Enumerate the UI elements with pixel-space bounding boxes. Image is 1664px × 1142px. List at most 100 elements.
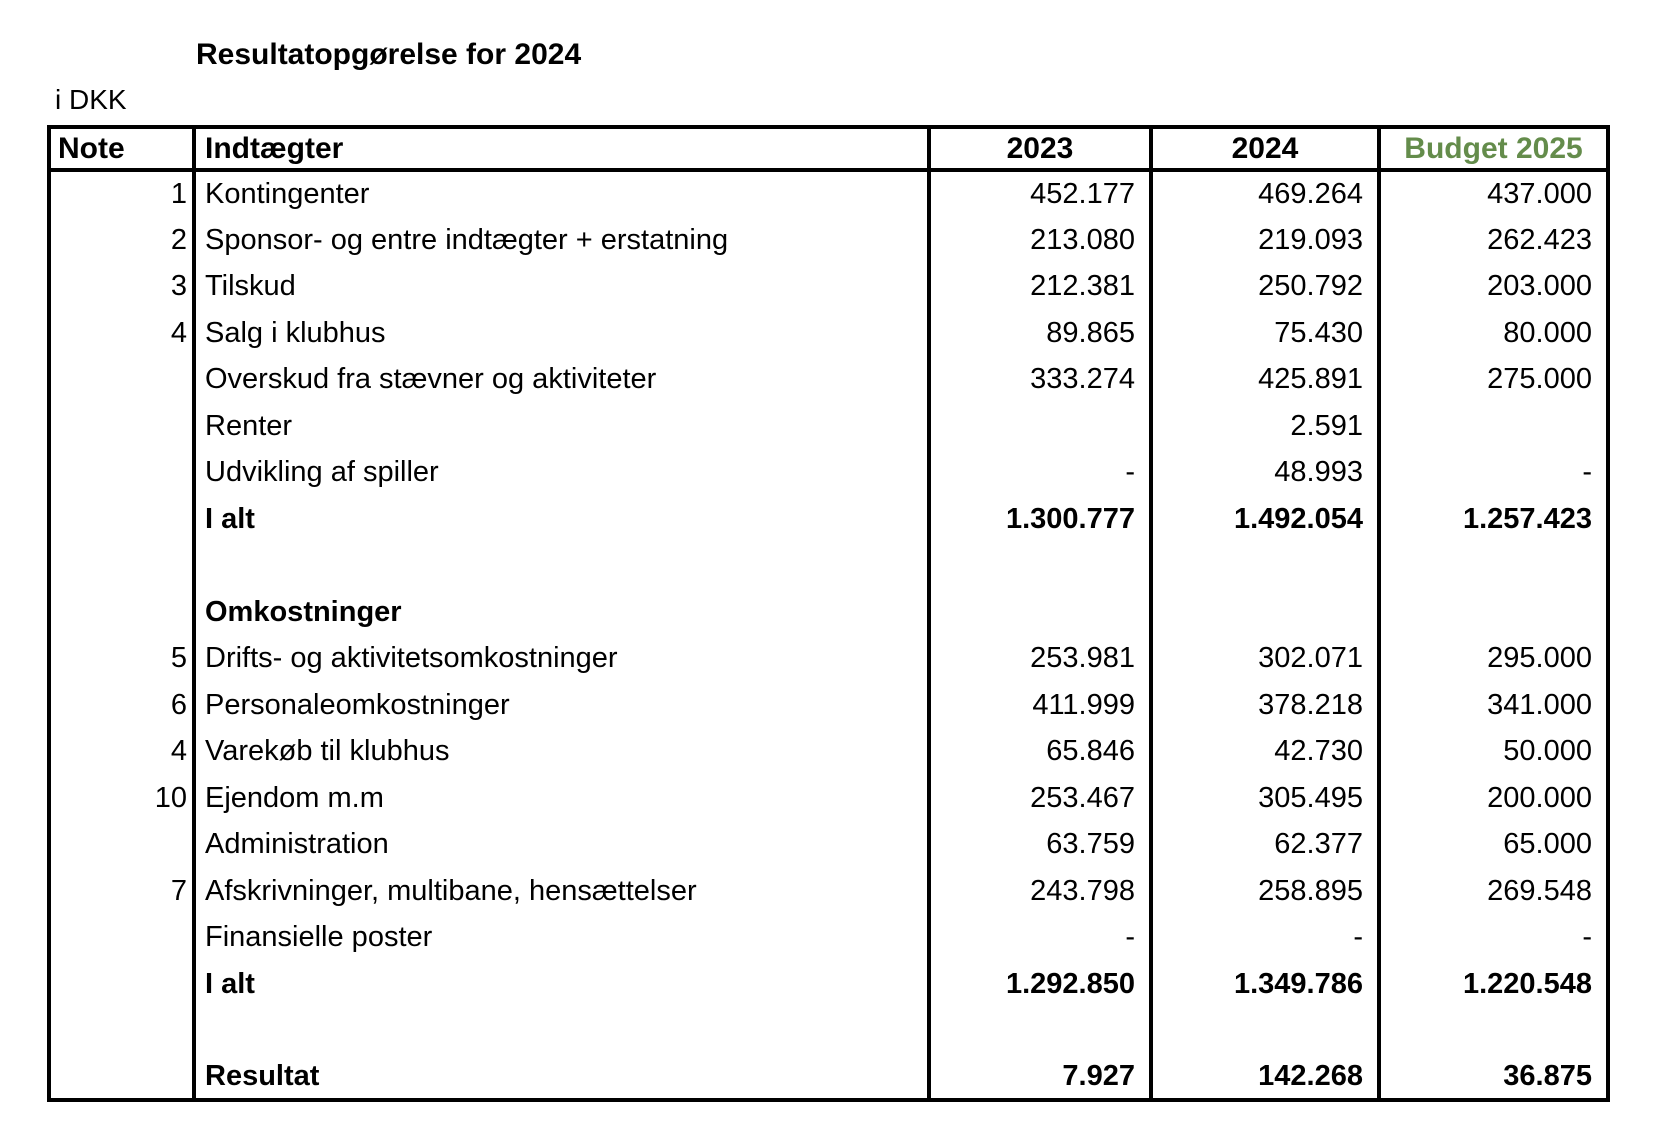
y2023-cell: 1.292.850 <box>927 960 1151 1007</box>
note-cell <box>49 1054 194 1101</box>
note-cell <box>49 403 194 450</box>
table-row: Renter 2.591 <box>49 402 1608 450</box>
y2023-cell: 213.080 <box>927 216 1151 263</box>
y2023-cell: - <box>927 914 1151 961</box>
budget-cell: 341.000 <box>1377 681 1608 728</box>
y2024-cell: 62.377 <box>1149 821 1379 868</box>
note-cell: 1 <box>170 178 187 211</box>
table-row: Resultat 7.927 142.268 36.875 <box>49 1053 1608 1101</box>
table-row: 2 Sponsor- og entre indtægter + erstatnin… <box>49 216 1608 263</box>
table-row: Overskud fra stævner og aktiviteter 333.2… <box>49 356 1608 403</box>
note-cell <box>49 449 194 496</box>
label-cell: Varekøb til klubhus <box>192 728 929 775</box>
label-cell <box>192 542 929 589</box>
y2023-cell: 89.865 <box>927 309 1151 356</box>
y2023-cell <box>927 542 1151 589</box>
header-2023: 2023 <box>927 127 1151 172</box>
budget-cell: - <box>1377 914 1608 961</box>
budget-cell: 200.000 <box>1377 774 1608 821</box>
label-cell <box>192 1007 929 1054</box>
note-cell: 2 <box>170 223 187 256</box>
budget-cell: 65.000 <box>1377 821 1608 868</box>
y2024-cell: - <box>1149 914 1379 961</box>
header-2024: 2024 <box>1149 127 1379 172</box>
budget-cell: - <box>1377 449 1608 496</box>
y2023-cell: 7.927 <box>927 1053 1151 1100</box>
y2023-cell: 411.999 <box>927 681 1151 728</box>
label-cell: Udvikling af spiller <box>192 449 929 496</box>
y2024-cell: 469.264 <box>1149 170 1379 217</box>
table-body: 1 Kontingenter 452.177 469.264 437.000 2 Spons… <box>49 170 1608 1100</box>
label-cell: Overskud fra stævner og aktiviteter <box>192 356 929 403</box>
label-cell: Personaleomkostninger <box>192 681 929 728</box>
table-row: 7 Afskrivninger, multibane, hensættelser 2… <box>49 867 1608 914</box>
label-cell: Salg i klubhus <box>192 309 929 356</box>
page-title: Resultatopgørelse for 2024 <box>196 38 582 71</box>
y2023-cell: 63.759 <box>927 821 1151 868</box>
label-cell: Finansielle poster <box>192 914 929 961</box>
y2023-cell: 253.467 <box>927 774 1151 821</box>
y2024-cell: 378.218 <box>1149 681 1379 728</box>
y2024-cell <box>1149 1007 1379 1054</box>
label-cell: Sponsor- og entre indtægter + erstatning <box>192 216 929 263</box>
note-cell: 10 <box>154 781 187 814</box>
note-cell <box>49 1007 194 1054</box>
note-cell: 6 <box>170 688 187 721</box>
budget-cell: 275.000 <box>1377 356 1608 403</box>
table-row: Omkostninger <box>49 588 1608 636</box>
budget-cell: 262.423 <box>1377 216 1608 263</box>
y2024-cell: 425.891 <box>1149 356 1379 403</box>
y2023-cell: 253.981 <box>927 635 1151 682</box>
y2024-cell <box>1149 542 1379 589</box>
y2024-cell: 75.430 <box>1149 309 1379 356</box>
budget-cell <box>1377 1007 1608 1054</box>
note-cell <box>49 589 194 636</box>
label-cell: I alt <box>192 960 929 1007</box>
note-cell <box>49 961 194 1008</box>
budget-cell: 437.000 <box>1377 170 1608 217</box>
currency-note: i DKK <box>55 84 127 115</box>
budget-cell: 36.875 <box>1377 1053 1608 1100</box>
y2023-cell <box>927 1007 1151 1054</box>
table-row: Administration 63.759 62.377 65.000 <box>49 821 1608 868</box>
table-row: Udvikling af spiller -48.993- <box>49 449 1608 496</box>
table-row: 1 Kontingenter 452.177 469.264 437.000 <box>49 170 1608 217</box>
y2024-cell: 305.495 <box>1149 774 1379 821</box>
income-statement-table: Note Indtægter 2023 2024 Budget 2025 1 Ko… <box>47 125 1610 1102</box>
label-cell: Afskrivninger, multibane, hensættelser <box>192 867 929 914</box>
label-cell: Resultat <box>192 1053 929 1100</box>
label-cell: Renter <box>192 402 929 449</box>
table-row: 3 Tilskud 212.381 250.792 203.000 <box>49 263 1608 310</box>
y2024-cell: 42.730 <box>1149 728 1379 775</box>
y2024-cell: 302.071 <box>1149 635 1379 682</box>
budget-cell: 203.000 <box>1377 263 1608 310</box>
y2023-cell: 65.846 <box>927 728 1151 775</box>
budget-cell: 50.000 <box>1377 728 1608 775</box>
y2023-cell: 1.300.777 <box>927 495 1151 542</box>
table-row <box>49 542 1608 589</box>
label-cell: I alt <box>192 495 929 542</box>
table-row: 4 Varekøb til klubhus 65.846 42.730 50.000 <box>49 728 1608 775</box>
y2024-cell: 1.492.054 <box>1149 495 1379 542</box>
note-cell: 7 <box>170 874 187 907</box>
note-cell <box>49 542 194 589</box>
note-cell <box>49 821 194 868</box>
y2024-cell <box>1149 588 1379 635</box>
table-row: I alt 1.300.777 1.492.054 1.257.423 <box>49 495 1608 542</box>
budget-cell <box>1377 402 1608 449</box>
table-row: 5 Drifts- og aktivitetsomkostninger 253.98… <box>49 635 1608 682</box>
y2023-cell: 333.274 <box>927 356 1151 403</box>
header-budget-2025: Budget 2025 <box>1377 127 1608 172</box>
table-row: I alt 1.292.850 1.349.786 1.220.548 <box>49 960 1608 1008</box>
table-row <box>49 1007 1608 1054</box>
table-header-row: Note Indtægter 2023 2024 Budget 2025 <box>49 127 1608 172</box>
y2024-cell: 48.993 <box>1149 449 1379 496</box>
label-cell: Ejendom m.m <box>192 774 929 821</box>
y2024-cell: 219.093 <box>1149 216 1379 263</box>
y2023-cell: 452.177 <box>927 170 1151 217</box>
header-note: Note <box>49 127 194 172</box>
note-cell: 4 <box>170 316 187 349</box>
budget-cell: 1.220.548 <box>1377 960 1608 1007</box>
note-cell: 4 <box>170 735 187 768</box>
y2024-cell: 142.268 <box>1149 1053 1379 1100</box>
